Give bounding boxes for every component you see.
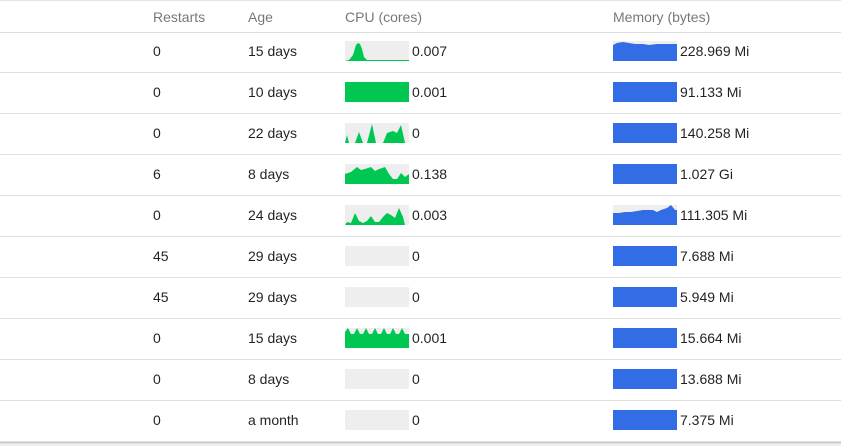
table-row[interactable]: 6 8 days 0.138 1.027 Gi [0,155,841,196]
memory-sparkline-graph [613,369,677,389]
cpu-sparkline-graph [345,328,409,348]
memory-sparkline [613,410,677,430]
cpu-sparkline-graph [345,287,409,307]
restarts-value: 0 [153,207,161,223]
cpu-sparkline [345,328,409,348]
memory-sparkline-graph [613,205,677,225]
column-header-cpu: CPU (cores) [345,9,423,25]
cpu-sparkline-graph [345,208,409,225]
restarts-value: 0 [153,330,161,346]
restarts-value: 0 [153,43,161,59]
memory-value: 7.375 Mi [680,412,734,428]
cpu-value: 0 [412,371,420,387]
age-value: 8 days [248,166,290,182]
cpu-sparkline-graph [345,82,409,102]
restarts-value: 45 [153,289,169,305]
memory-sparkline [613,164,677,184]
cpu-sparkline [345,246,409,266]
cpu-sparkline [345,123,409,143]
table-row[interactable]: 0 22 days 0 140.258 Mi [0,114,841,155]
memory-sparkline-graph [613,328,677,348]
memory-sparkline [613,82,677,102]
age-value: a month [248,412,299,428]
memory-sparkline [613,328,677,348]
memory-sparkline-graph [613,164,677,184]
cpu-sparkline-graph [345,246,409,266]
memory-value: 7.688 Mi [680,248,734,264]
memory-sparkline [613,369,677,389]
cpu-value: 0 [412,412,420,428]
restarts-value: 0 [153,125,161,141]
table-top-divider [0,0,841,1]
cpu-value: 0 [412,125,420,141]
cpu-sparkline [345,287,409,307]
memory-value: 5.949 Mi [680,289,734,305]
cpu-value: 0.003 [412,207,448,223]
memory-sparkline [613,287,677,307]
cpu-sparkline [345,369,409,389]
memory-value: 13.688 Mi [680,371,742,387]
cpu-sparkline-graph [345,167,409,184]
memory-sparkline-graph [613,123,677,143]
cpu-sparkline-graph [345,410,409,430]
restarts-value: 0 [153,84,161,100]
memory-value: 228.969 Mi [680,43,750,59]
cpu-value: 0.001 [412,84,448,100]
memory-sparkline [613,205,677,225]
memory-sparkline-graph [613,410,677,430]
memory-sparkline [613,41,677,61]
cpu-value: 0.007 [412,43,448,59]
age-value: 24 days [248,207,298,223]
table-row[interactable]: 0 10 days 0.001 91.133 Mi [0,73,841,114]
table-row[interactable]: 0 8 days 0 13.688 Mi [0,360,841,401]
table-row[interactable]: 45 29 days 0 7.688 Mi [0,237,841,278]
cpu-sparkline-graph [345,124,409,143]
cpu-value: 0.138 [412,166,448,182]
column-header-age[interactable]: Age [248,9,273,25]
age-value: 29 days [248,248,298,264]
table-row[interactable]: 0 15 days 0.001 15.664 Mi [0,319,841,360]
memory-sparkline-graph [613,246,677,266]
age-value: 29 days [248,289,298,305]
memory-value: 15.664 Mi [680,330,742,346]
table-row[interactable]: 0 a month 0 7.375 Mi [0,401,841,442]
table-row[interactable]: 0 15 days 0.007 228.969 Mi [0,32,841,73]
column-header-memory: Memory (bytes) [613,9,711,25]
memory-sparkline [613,123,677,143]
table-bottom-edge [0,442,841,446]
age-value: 15 days [248,330,298,346]
cpu-value: 0.001 [412,330,448,346]
table-row[interactable]: 0 24 days 0.003 111.305 Mi [0,196,841,237]
table-header: Restarts Age CPU (cores) Memory (bytes) [0,1,841,33]
restarts-value: 0 [153,371,161,387]
memory-value: 91.133 Mi [680,84,742,100]
memory-sparkline-graph [613,287,677,307]
memory-sparkline [613,246,677,266]
age-value: 22 days [248,125,298,141]
cpu-value: 0 [412,248,420,264]
memory-sparkline-graph [613,42,677,61]
cpu-value: 0 [412,289,420,305]
age-value: 15 days [248,43,298,59]
cpu-sparkline [345,164,409,184]
column-header-restarts[interactable]: Restarts [153,9,206,25]
memory-value: 111.305 Mi [680,207,748,223]
cpu-sparkline [345,410,409,430]
table-row[interactable]: 45 29 days 0 5.949 Mi [0,278,841,319]
restarts-value: 45 [153,248,169,264]
age-value: 8 days [248,371,290,387]
cpu-sparkline [345,82,409,102]
restarts-value: 6 [153,166,161,182]
cpu-sparkline [345,41,409,61]
cpu-sparkline [345,205,409,225]
memory-value: 1.027 Gi [680,166,733,182]
memory-sparkline-graph [613,82,677,102]
cpu-sparkline-graph [345,43,409,61]
cpu-sparkline-graph [345,369,409,389]
age-value: 10 days [248,84,298,100]
restarts-value: 0 [153,412,161,428]
memory-value: 140.258 Mi [680,125,750,141]
